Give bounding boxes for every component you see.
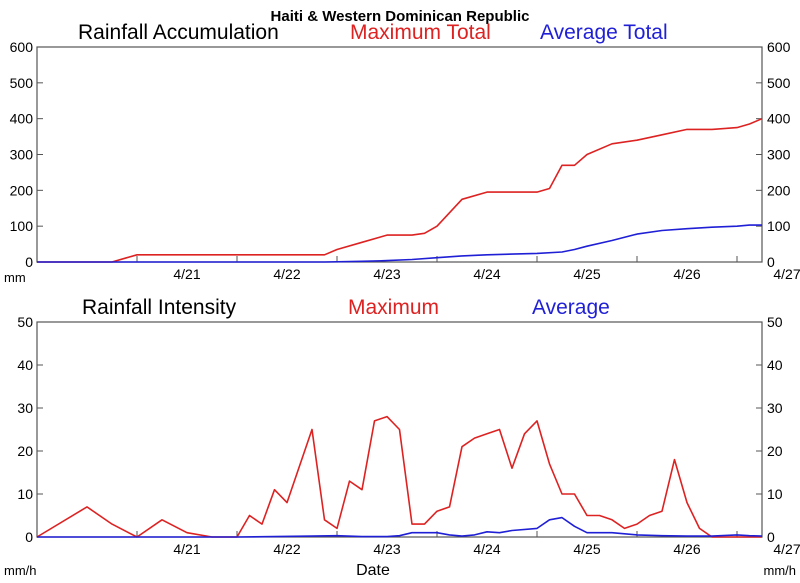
y-tick-label-left: 600 <box>10 39 34 55</box>
x-tick-label: 4/25 <box>573 266 600 282</box>
x-axis-label: Date <box>356 562 390 579</box>
x-tick-label: 4/22 <box>273 541 300 557</box>
unit-label-accumulation: mm <box>4 270 26 285</box>
y-tick-label-right: 200 <box>767 182 791 198</box>
y-tick-label-left: 50 <box>17 314 33 330</box>
y-tick-label-left: 200 <box>10 182 34 198</box>
axis-ticks-intensity: 0 0 10 10 20 20 30 30 40 40 50 50 4/21 4/22 4/23 4/24 4/… <box>17 314 800 557</box>
y-tick-label-left: 500 <box>10 75 34 91</box>
unit-label-intensity-left: mm/h <box>4 563 37 578</box>
x-tick-label: 4/26 <box>673 266 700 282</box>
y-tick-label-right: 600 <box>767 39 791 55</box>
axis-ticks-accumulation: 0 0 100 100 200 200 300 300 400 400 500 500 600 600 4/… <box>10 39 800 282</box>
legend-average: Average <box>532 296 610 319</box>
x-tick-label: 4/21 <box>173 541 200 557</box>
x-tick-label: 4/24 <box>473 266 500 282</box>
y-tick-label-right: 0 <box>767 254 775 270</box>
y-tick-label-right: 300 <box>767 147 791 163</box>
x-tick-label: 4/24 <box>473 541 500 557</box>
y-tick-label-left: 300 <box>10 147 34 163</box>
y-tick-label-left: 20 <box>17 443 33 459</box>
y-tick-label-left: 0 <box>25 254 33 270</box>
legend-maximum-total: Maximum Total <box>350 21 491 44</box>
y-tick-label-right: 400 <box>767 111 791 127</box>
panel-title-intensity: Rainfall Intensity <box>82 296 237 319</box>
series-line-maximum <box>36 415 762 538</box>
y-tick-label-right: 0 <box>767 529 775 545</box>
x-tick-label: 4/25 <box>573 541 600 557</box>
series-line-average-total <box>37 224 762 263</box>
x-tick-label: 4/23 <box>373 266 400 282</box>
y-tick-label-left: 10 <box>17 486 33 502</box>
y-tick-label-right: 20 <box>767 443 783 459</box>
figure-title: Haiti & Western Dominican Republic <box>271 8 530 25</box>
x-tick-label: 4/27 <box>773 266 800 282</box>
y-tick-label-right: 40 <box>767 357 783 373</box>
y-tick-label-right: 10 <box>767 486 783 502</box>
plot-frame-intensity <box>36 321 763 538</box>
y-tick-label-left: 30 <box>17 400 33 416</box>
y-tick-label-right: 100 <box>767 218 791 234</box>
y-tick-label-left: 100 <box>10 218 34 234</box>
x-tick-label: 4/21 <box>173 266 200 282</box>
panel-intensity: Rainfall Intensity Maximum Average 0 0 10 1… <box>4 296 800 578</box>
legend-maximum: Maximum <box>348 296 439 319</box>
series-line-average <box>37 516 763 538</box>
series-line-maximum-total <box>37 117 763 263</box>
x-tick-label: 4/26 <box>673 541 700 557</box>
y-tick-label-left: 40 <box>17 357 33 373</box>
series-lines-intensity <box>36 415 763 538</box>
y-tick-label-left: 0 <box>25 529 33 545</box>
y-tick-label-right: 30 <box>767 400 783 416</box>
series-lines-accumulation <box>37 117 763 263</box>
unit-label-intensity-right: mm/h <box>764 563 797 578</box>
x-tick-label: 4/22 <box>273 266 300 282</box>
y-tick-label-left: 400 <box>10 111 34 127</box>
panel-title-accumulation: Rainfall Accumulation <box>78 21 279 44</box>
panel-accumulation: Rainfall Accumulation Maximum Total Aver… <box>4 21 800 285</box>
y-tick-label-right: 500 <box>767 75 791 91</box>
y-tick-label-right: 50 <box>767 314 783 330</box>
x-tick-label: 4/23 <box>373 541 400 557</box>
x-tick-label: 4/27 <box>773 541 800 557</box>
legend-average-total: Average Total <box>540 21 668 44</box>
plot-frame-accumulation <box>36 46 763 263</box>
